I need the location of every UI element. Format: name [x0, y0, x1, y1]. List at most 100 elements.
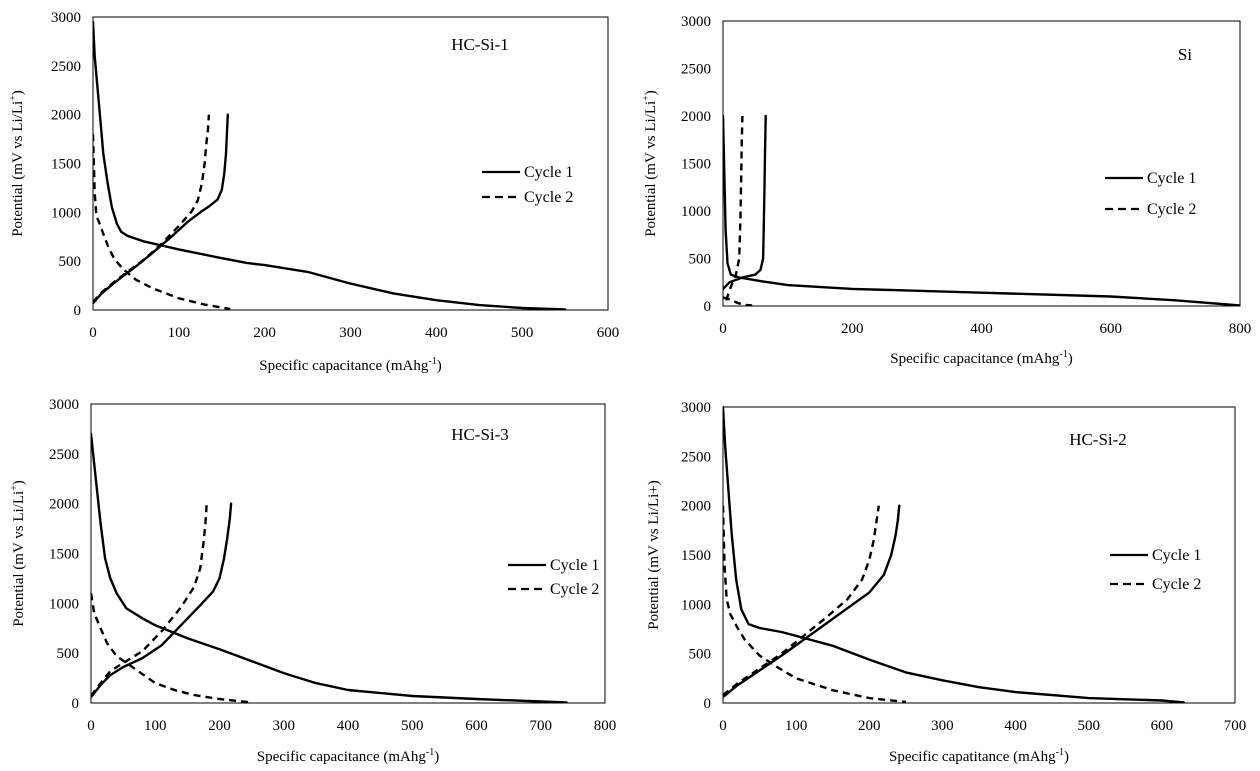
- y-tick-label: 2500: [681, 62, 711, 78]
- legend-label: Cycle 1: [1147, 170, 1196, 187]
- x-tick-label: 500: [1077, 718, 1100, 734]
- x-tick-label: 600: [597, 325, 620, 341]
- y-tick-label: 0: [72, 696, 80, 712]
- series-line-cycle-2: [93, 134, 231, 310]
- x-axis-title: Specific capacitance (mAhg-1): [257, 747, 439, 765]
- series-line-cycle-2: [91, 503, 208, 697]
- x-tick-label: 600: [1100, 321, 1123, 337]
- x-tick-label: 300: [339, 325, 362, 341]
- y-axis-title: Potential (mV vs Li/Li+): [9, 480, 27, 627]
- x-tick-label: 300: [931, 718, 954, 734]
- y-tick-label: 2000: [51, 108, 81, 124]
- x-tick-label: 200: [253, 325, 276, 341]
- series-line-cycle-2: [93, 114, 211, 303]
- plot-frame: [722, 20, 1241, 307]
- y-axis-title: Potential (mV vs Li/Li+): [641, 90, 659, 237]
- y-tick-label: 1500: [681, 548, 711, 564]
- x-tick-label: 500: [511, 325, 534, 341]
- series-line-cycle-1: [91, 432, 568, 703]
- y-tick-label: 2500: [681, 449, 711, 465]
- y-tick-label: 500: [57, 646, 80, 662]
- x-axis-title: Specific capacitance (mAhg-1): [259, 356, 441, 374]
- x-tick-label: 100: [144, 718, 167, 734]
- y-tick-label: 0: [74, 303, 82, 319]
- y-tick-label: 500: [59, 254, 82, 270]
- series-line-cycle-1: [723, 504, 901, 699]
- y-tick-label: 3000: [681, 14, 711, 30]
- plot-frame: [90, 403, 606, 704]
- y-axis-title: Potential (mV vs Li/Li+): [8, 90, 26, 237]
- x-tick-label: 100: [785, 718, 808, 734]
- series-line-cycle-1: [91, 502, 233, 699]
- y-tick-label: 1500: [681, 157, 711, 173]
- x-tick-label: 700: [530, 718, 553, 734]
- x-tick-label: 200: [858, 718, 881, 734]
- x-axis-title: Specific capacitance (mAhg-1): [890, 349, 1072, 367]
- chart-panel-hc-si-1: 0 500 1000 1500 2000 2500 3000 0 100 200 300 400 500…: [0, 0, 630, 385]
- x-tick-label: 200: [841, 321, 864, 337]
- panel-title: HC-Si-3: [451, 425, 509, 444]
- y-tick-label: 0: [704, 696, 712, 712]
- y-tick-label: 500: [689, 252, 712, 268]
- chart-panel-hc-si-3: 0 500 1000 1500 2000 2500 3000 0 100 200 300 400 500…: [0, 385, 630, 771]
- legend-label: Cycle 2: [550, 581, 599, 598]
- x-tick-label: 400: [337, 718, 360, 734]
- x-tick-label: 600: [1151, 718, 1174, 734]
- y-tick-label: 2500: [49, 447, 79, 463]
- y-tick-label: 2000: [681, 499, 711, 515]
- y-tick-label: 2500: [51, 59, 81, 75]
- y-tick-label: 1000: [681, 597, 711, 613]
- y-tick-label: 500: [689, 647, 712, 663]
- x-tick-label: 0: [719, 718, 727, 734]
- x-tick-label: 0: [89, 325, 97, 341]
- chart-panel-hc-si-2: 0 500 1000 1500 2000 2500 3000 0 100 200 300 400 500…: [630, 385, 1260, 771]
- x-tick-label: 300: [273, 718, 296, 734]
- series-line-cycle-2: [725, 115, 744, 301]
- chart-si: 0 500 1000 1500 2000 2500 3000 0 200 400 600 800 Spe…: [641, 14, 1252, 367]
- panel-title: HC-Si-2: [1069, 430, 1127, 449]
- legend-label: Cycle 1: [1152, 547, 1201, 564]
- x-tick-label: 500: [401, 718, 424, 734]
- series-line-cycle-2: [91, 593, 252, 703]
- y-tick-label: 1000: [681, 204, 711, 220]
- x-tick-label: 0: [719, 321, 727, 337]
- series-line-cycle-2: [723, 505, 880, 697]
- y-tick-label: 2000: [681, 109, 711, 125]
- y-tick-label: 2000: [49, 497, 79, 513]
- x-tick-label: 700: [1224, 718, 1247, 734]
- legend-label: Cycle 2: [1152, 576, 1201, 593]
- series-line-cycle-1: [723, 114, 1240, 306]
- x-tick-label: 400: [425, 325, 448, 341]
- series-line-cycle-1: [723, 114, 767, 291]
- y-tick-label: 1500: [49, 547, 79, 563]
- y-tick-label: 1500: [51, 157, 81, 173]
- y-tick-label: 0: [704, 299, 712, 315]
- panel-title: Si: [1178, 45, 1192, 64]
- x-tick-label: 800: [1229, 321, 1252, 337]
- x-tick-label: 400: [1004, 718, 1027, 734]
- x-tick-label: 200: [208, 718, 231, 734]
- panel-title: HC-Si-1: [451, 35, 509, 54]
- series-line-cycle-2: [723, 505, 907, 703]
- chart-hc-si-3: 0 500 1000 1500 2000 2500 3000 0 100 200 300 400 500…: [9, 397, 617, 765]
- plot-frame: [722, 406, 1236, 704]
- y-tick-label: 3000: [681, 400, 711, 416]
- y-tick-label: 1000: [51, 205, 81, 221]
- legend-label: Cycle 1: [524, 164, 573, 181]
- x-tick-label: 0: [87, 718, 95, 734]
- x-tick-label: 800: [594, 718, 617, 734]
- y-axis-title: Potential (mV vs Li/Li+): [646, 480, 662, 629]
- x-tick-label: 400: [970, 321, 993, 337]
- x-tick-label: 100: [168, 325, 191, 341]
- y-tick-label: 3000: [51, 10, 81, 26]
- chart-hc-si-1: 0 500 1000 1500 2000 2500 3000 0 100 200 300 400 500…: [8, 10, 620, 374]
- x-axis-title: Specific capatitance (mAhg-1): [889, 747, 1069, 765]
- legend-label: Cycle 1: [550, 557, 599, 574]
- y-tick-label: 1000: [49, 596, 79, 612]
- legend-label: Cycle 2: [524, 189, 573, 206]
- chart-panel-si: 0 500 1000 1500 2000 2500 3000 0 200 400 600 800 Spe…: [630, 0, 1260, 385]
- legend-label: Cycle 2: [1147, 201, 1196, 218]
- series-line-cycle-1: [723, 405, 1185, 703]
- y-tick-label: 3000: [49, 397, 79, 413]
- chart-hc-si-2: 0 500 1000 1500 2000 2500 3000 0 100 200 300 400 500…: [646, 400, 1247, 765]
